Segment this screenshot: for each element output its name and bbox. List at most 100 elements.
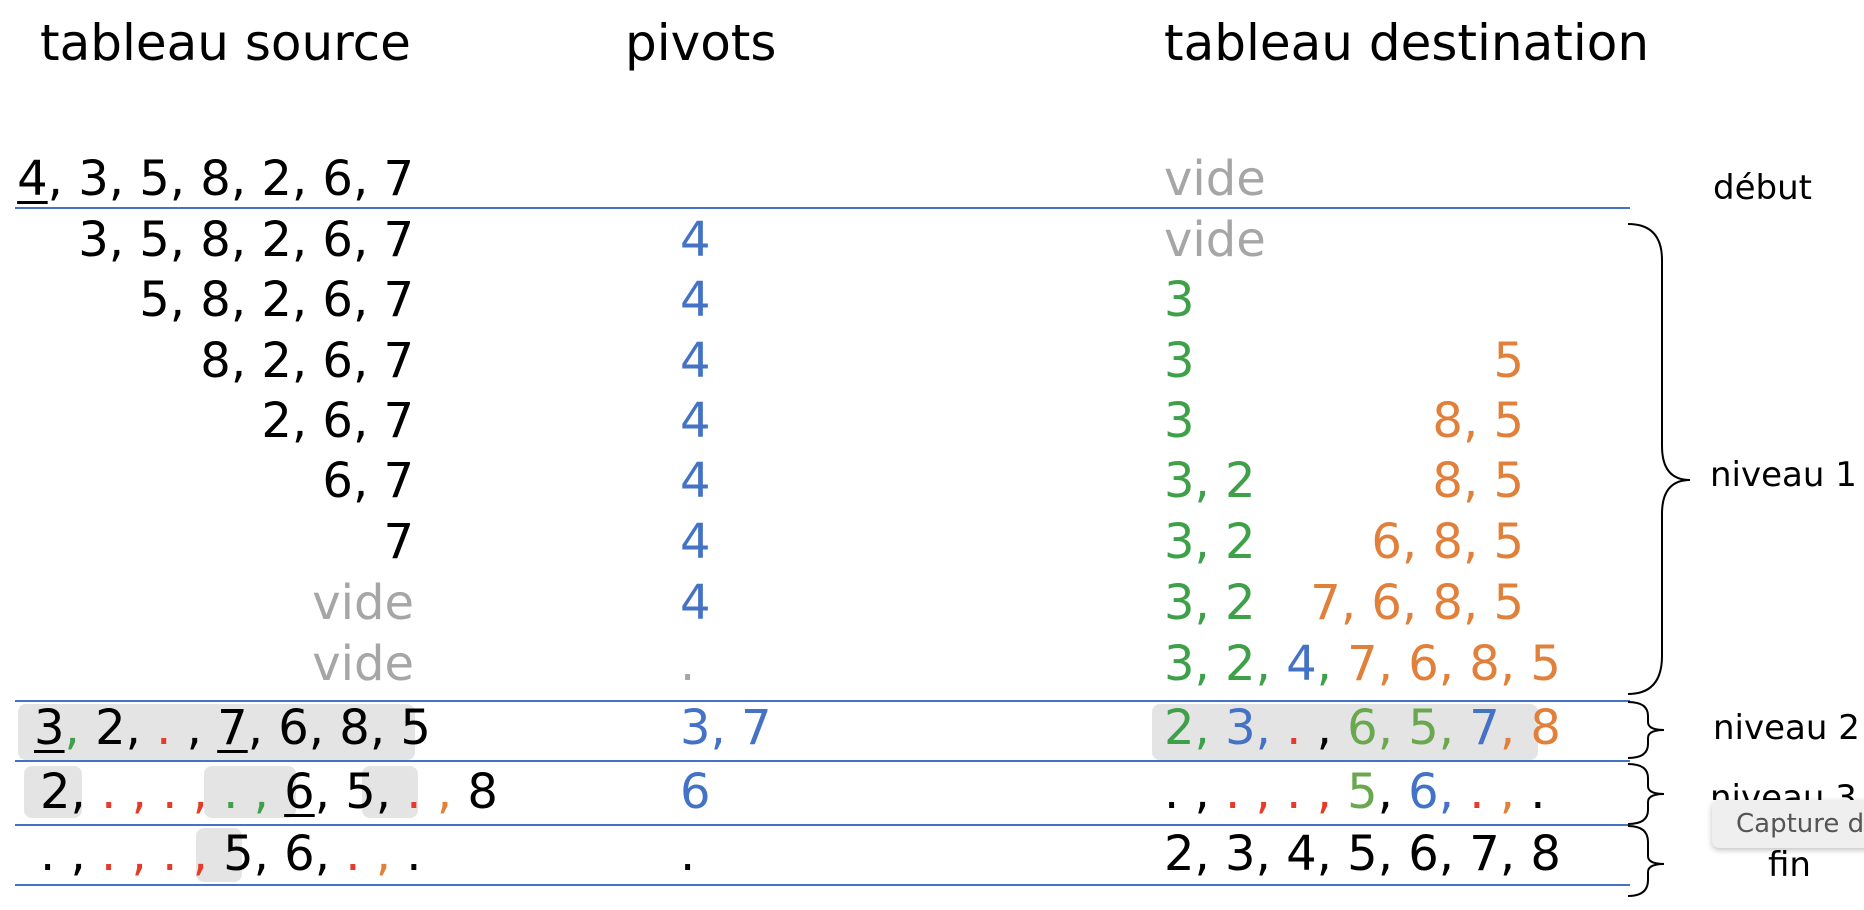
label-debut: début [1713,168,1812,208]
token: . [1530,764,1546,820]
brace-fin [1627,825,1665,897]
token: 3, 5, 8, 2, 6, 7 [78,212,414,268]
row-1-pivots: 4 [680,211,711,269]
row-4-destination_right: 8, 5 [1432,392,1524,450]
token: , [1255,636,1287,692]
token: vide [312,636,414,692]
row-11-destination: 2, 3, 4, 5, 6, 7, 8 [1164,825,1561,883]
separator-niveau2 [15,760,1630,762]
row-10-source: 2, . , . , . , 6, 5, . , 8 [40,763,498,821]
token: 6 [680,764,711,820]
token: 3 [1225,700,1256,756]
row-2-pivots: 4 [680,271,711,329]
brace-niveau1 [1627,223,1691,695]
token: , [1484,764,1531,820]
token: . [345,826,361,882]
row-3-pivots: 4 [680,332,711,390]
token: 7, 6, 8, 5 [1310,575,1524,631]
token: 8 [467,764,498,820]
token: 8, 5 [1432,393,1524,449]
token: 2, [1164,700,1226,756]
header-source: tableau source [40,14,411,72]
label-niveau3: niveau 3 [1710,778,1857,800]
token: 3, 2 [1164,575,1256,631]
row-11-source: . , . , . , 5, 6, . , . [40,825,422,883]
header-pivots: pivots [625,14,777,72]
token: 3 [1164,393,1195,449]
token: 6, 7 [322,453,414,509]
row-6-source: 7 [383,513,414,571]
highlight-source-level3-mid [204,766,296,818]
token: 5 [223,826,254,882]
token: 3, 2 [1164,453,1256,509]
token: , [421,764,468,820]
brace-niveau2 [1627,701,1665,759]
token: vide [312,575,414,631]
row-2-destination: 3 [1164,271,1195,329]
token: 4 [680,333,711,389]
token: 3, 7 [680,700,772,756]
row-11-pivots: . [680,825,695,883]
row-6-destination_right: 6, 8, 5 [1371,513,1524,571]
token: . [1286,700,1302,756]
token: 7, 6, 8, 5 [1347,636,1561,692]
token: . [406,826,422,882]
row-7-source: vide [312,574,414,632]
row-9-pivots: 3, 7 [680,699,772,757]
token: . , [1164,764,1226,820]
row-10-pivots: 6 [680,763,711,821]
row-3-destination: 3 [1164,332,1195,390]
token: 3 [1164,272,1195,328]
highlight-source-level3-left [24,766,82,818]
row-1-destination: vide [1164,211,1266,269]
highlight-source-level2 [18,704,415,760]
token: . , [40,826,102,882]
token: 4 [1286,636,1317,692]
token: 4 [680,514,711,570]
row-5-destination: 3, 2 [1164,452,1256,510]
token: , [1499,700,1531,756]
token: 6 [284,764,315,820]
row-8-destination: 3, 2, 4, 7, 6, 8, 5 [1164,635,1561,693]
row-1-source: 3, 5, 8, 2, 6, 7 [78,211,414,269]
separator-fin [15,884,1630,886]
token: . , . , [101,826,208,882]
token: , [360,826,407,882]
token: , [1316,636,1348,692]
token: 4 [680,272,711,328]
token: 4 [680,212,711,268]
token: 6, 5, [1347,700,1470,756]
token: 3, 2 [1164,636,1256,692]
token: 6, 8, 5 [1371,514,1524,570]
token: . , . , [101,764,208,820]
token: . [1469,764,1485,820]
token: , [1377,764,1409,820]
token: 4 [680,453,711,509]
label-fin: fin [1768,845,1811,885]
row-0-destination: vide [1164,150,1266,208]
token [269,764,284,820]
label-niveau1: niveau 1 [1710,455,1857,495]
token: 8, 2, 6, 7 [200,333,414,389]
row-4-source: 2, 6, 7 [261,392,414,450]
token: , [1438,764,1470,820]
token: . [406,764,422,820]
row-5-source: 6, 7 [322,452,414,510]
token: , [1301,700,1348,756]
token: , [1255,700,1287,756]
row-5-pivots: 4 [680,452,711,510]
row-7-destination_right: 7, 6, 8, 5 [1310,574,1524,632]
token: 2, 6, 7 [261,393,414,449]
token: . , [207,764,269,820]
row-2-source: 5, 8, 2, 6, 7 [139,271,414,329]
token: , [171,700,218,756]
row-4-pivots: 4 [680,392,711,450]
row-3-destination_right: 5 [1493,332,1524,390]
separator-niveau1 [15,700,1630,702]
highlight-destination-level2 [1152,704,1538,760]
token: 2, [40,764,102,820]
row-7-pivots: 4 [680,574,711,632]
brace-niveau3 [1627,763,1665,825]
row-8-source: vide [312,635,414,693]
token: 5, 8, 2, 6, 7 [139,272,414,328]
